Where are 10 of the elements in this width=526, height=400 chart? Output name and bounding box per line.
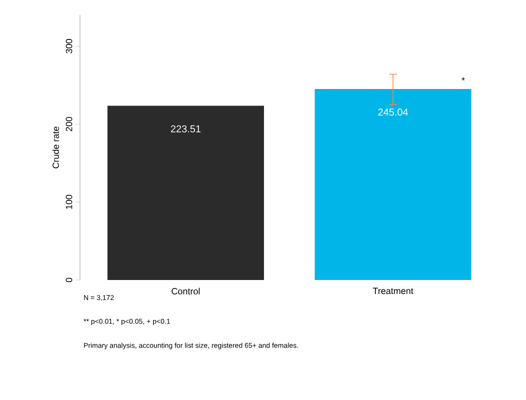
y-tick-label: 200 [66, 116, 72, 132]
y-tick-label: 0 [66, 278, 72, 282]
annotation: * [462, 77, 465, 80]
y-tick-label: 100 [66, 194, 72, 209]
data-label: 223.51 [170, 125, 201, 132]
data-label: 245.04 [378, 108, 408, 116]
x-tick-label: Treatment [372, 288, 414, 294]
x-tick-label: Control [172, 288, 200, 294]
y-tick-label: 300 [66, 39, 72, 54]
y-axis-title: Crude rate [52, 126, 59, 168]
